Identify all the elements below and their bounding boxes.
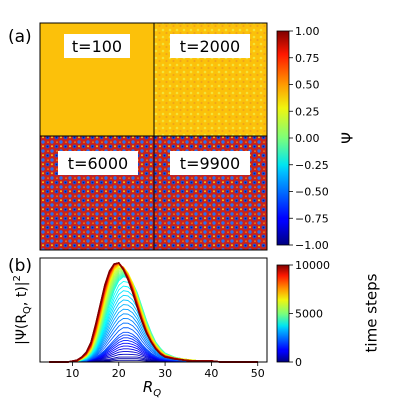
spectrum-plot: 10 20 30 40 50 RQ bbox=[39, 257, 268, 399]
x-label-main: R bbox=[143, 378, 153, 396]
tile-1-time-label: t=100 bbox=[72, 37, 122, 56]
y-axis-label: |Ψ(RQ, t)|2 bbox=[12, 275, 33, 345]
y-label-sub: Q bbox=[22, 306, 33, 314]
x-axis-ticks: 10 20 30 40 50 bbox=[65, 362, 265, 380]
svg-text:|Ψ(RQ, t)|2: |Ψ(RQ, t)|2 bbox=[12, 275, 33, 345]
x-tick-label: 50 bbox=[251, 367, 265, 380]
panel-b-label: (b) bbox=[8, 256, 32, 276]
psi-colorbar-tick-label: −0.75 bbox=[295, 212, 329, 225]
tile-4-time-label: t=9900 bbox=[180, 154, 240, 173]
tile-3-time-label: t=6000 bbox=[68, 154, 128, 173]
psi-colorbar-tick-label: −0.50 bbox=[295, 186, 329, 199]
panel-a-label: (a) bbox=[8, 27, 32, 47]
psi-colorbar-tick-label: 0.75 bbox=[295, 52, 320, 65]
x-tick-label: 40 bbox=[204, 367, 218, 380]
psi-colorbar-tick-label: −1.00 bbox=[295, 239, 329, 252]
time-colorbar-gradient bbox=[276, 264, 290, 363]
x-label-sub: Q bbox=[153, 388, 161, 399]
psi-colorbar-tick-label: 0.50 bbox=[295, 79, 320, 92]
y-label-tail: , t)| bbox=[14, 281, 30, 306]
psi-colorbar-tick-label: −0.25 bbox=[295, 159, 329, 172]
x-tick-label: 30 bbox=[158, 367, 172, 380]
spectrum-curves bbox=[49, 262, 258, 363]
x-axis-label: RQ bbox=[143, 378, 161, 399]
x-tick-label: 20 bbox=[112, 367, 126, 380]
psi-colorbar: 1.00 0.75 0.50 0.25 0.00 −0.25 −0.50 −0.75 −1.00… bbox=[276, 25, 357, 252]
y-label-sup: 2 bbox=[12, 275, 23, 281]
time-colorbar-tick-label: 5000 bbox=[295, 308, 323, 321]
x-tick-label: 10 bbox=[65, 367, 79, 380]
time-colorbar-tick-label: 0 bbox=[295, 356, 302, 369]
psi-colorbar-tick-label: 1.00 bbox=[295, 25, 320, 38]
psi-colorbar-tick-label: 0.25 bbox=[295, 105, 320, 118]
time-colorbar-label: time steps bbox=[363, 273, 381, 352]
spectrum-curve bbox=[49, 262, 258, 363]
y-label-head: |Ψ(R bbox=[14, 314, 30, 345]
svg-text:RQ: RQ bbox=[143, 378, 161, 399]
tile-2-time-label: t=2000 bbox=[180, 37, 240, 56]
psi-colorbar-label: Ψ bbox=[339, 132, 357, 144]
snapshot-grid: t=100 t=2000 t=6000 t=9900 bbox=[39, 22, 268, 251]
psi-colorbar-tick-label: 0.00 bbox=[295, 132, 320, 145]
time-colorbar-tick-label: 10000 bbox=[295, 259, 330, 272]
time-colorbar: 10000 5000 0 time steps bbox=[276, 259, 381, 369]
psi-colorbar-gradient bbox=[276, 30, 290, 246]
